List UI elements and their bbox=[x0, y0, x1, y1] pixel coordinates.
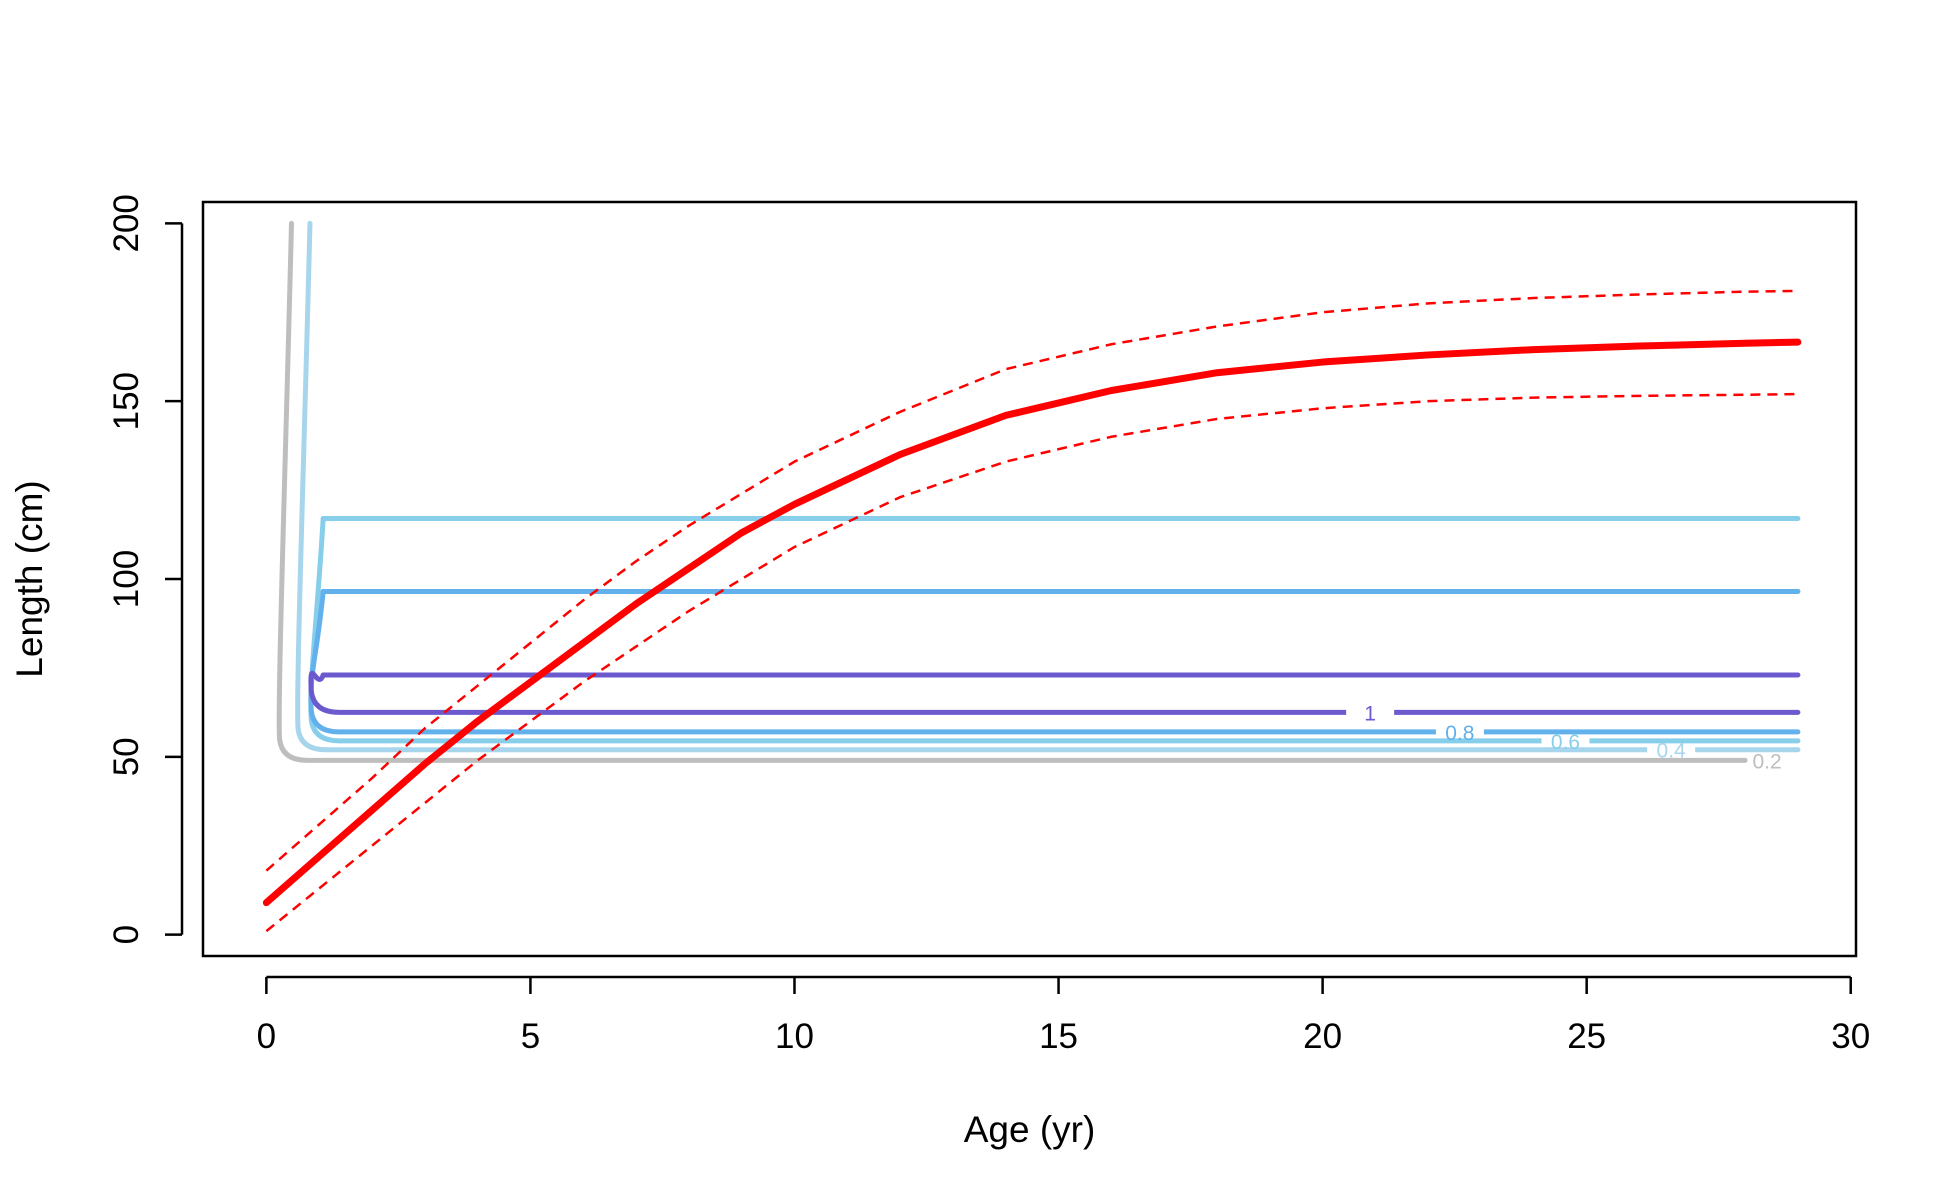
y-tick-label: 150 bbox=[107, 372, 146, 430]
growth-curve-layer bbox=[262, 289, 1802, 933]
x-tick-label: 0 bbox=[257, 1017, 276, 1056]
contour-label-0.4: 0.4 bbox=[1657, 740, 1687, 763]
x-tick-label: 25 bbox=[1567, 1017, 1606, 1056]
mean-growth-line bbox=[262, 338, 1802, 907]
contour-label-1: 1 bbox=[1364, 702, 1376, 725]
contour-label-0.2: 0.2 bbox=[1752, 750, 1781, 773]
x-tick-label: 20 bbox=[1303, 1017, 1342, 1056]
contour-label-0.6: 0.6 bbox=[1551, 731, 1580, 754]
upper-interval-line bbox=[265, 289, 1798, 872]
contour-layer: 0.2 0.4 0.6 0.8 1 bbox=[276, 220, 1801, 773]
contour-label-gap bbox=[1435, 726, 1484, 737]
x-tick-label: 10 bbox=[775, 1017, 814, 1056]
contour-line-0.2 bbox=[276, 220, 1748, 763]
plot-frame bbox=[201, 200, 1858, 958]
x-axis: 0 5 10 15 20 25 30 bbox=[257, 975, 1870, 1056]
x-axis-title: Age (yr) bbox=[964, 1109, 1096, 1150]
x-tick-label: 15 bbox=[1039, 1017, 1078, 1056]
y-axis-title: Length (cm) bbox=[9, 480, 50, 677]
contour-label-gap bbox=[1647, 744, 1696, 755]
contour-line-0.8 bbox=[308, 588, 1801, 735]
y-tick-label: 100 bbox=[107, 550, 146, 608]
contour-line-1 bbox=[308, 670, 1801, 715]
y-tick-label: 50 bbox=[107, 737, 146, 776]
x-tick-label: 5 bbox=[521, 1017, 540, 1056]
contour-label-gap bbox=[1541, 735, 1590, 746]
y-tick-label: 0 bbox=[107, 925, 146, 944]
contour-line-0.6 bbox=[308, 516, 1801, 744]
x-tick-label: 30 bbox=[1831, 1017, 1870, 1056]
contour-label-gap bbox=[1346, 707, 1395, 718]
y-tick-label: 200 bbox=[107, 194, 146, 252]
contour-label-0.8: 0.8 bbox=[1445, 722, 1474, 745]
y-axis: 0 50 100 150 200 bbox=[107, 194, 184, 944]
lower-interval-line bbox=[265, 392, 1798, 933]
contour-line-0.4 bbox=[295, 220, 1801, 753]
